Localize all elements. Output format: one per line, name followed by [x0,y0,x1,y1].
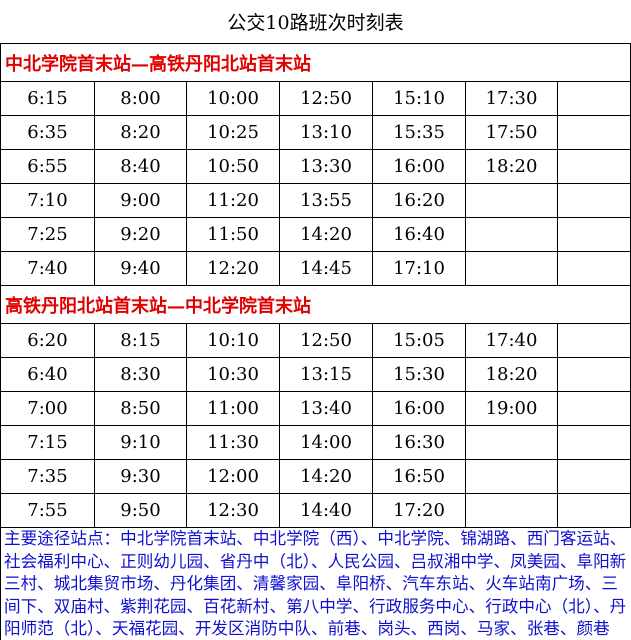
route-stops: 主要途径站点：中北学院首末站、中北学院（西）、中北学院、锦湖路、西门客运站、社会… [0,528,631,640]
time-cell: 16:50 [373,460,466,494]
time-cell: 15:30 [373,358,466,392]
time-cell [558,252,631,286]
time-cell [558,82,631,116]
time-cell: 8:15 [95,324,187,358]
time-cell: 8:00 [95,82,187,116]
time-cell: 9:00 [95,184,187,218]
time-cell: 19:00 [466,392,558,426]
section-heading: 高铁丹阳北站首末站—中北学院首末站 [0,286,631,324]
time-cell: 9:20 [95,218,187,252]
section-heading: 中北学院首末站—高铁丹阳北站首末站 [0,44,631,82]
time-cell: 11:50 [187,218,280,252]
time-cell [558,426,631,460]
time-cell: 17:30 [466,82,558,116]
time-cell: 14:20 [280,460,373,494]
time-cell: 9:50 [95,494,187,528]
time-cell: 14:40 [280,494,373,528]
time-cell: 17:40 [466,324,558,358]
time-cell: 12:00 [187,460,280,494]
time-cell [466,218,558,252]
time-cell [558,218,631,252]
time-cell [466,460,558,494]
time-cell: 10:00 [187,82,280,116]
time-cell: 15:10 [373,82,466,116]
time-cell: 18:20 [466,358,558,392]
time-cell [558,460,631,494]
time-cell: 16:30 [373,426,466,460]
time-cell: 6:40 [0,358,95,392]
time-cell: 7:10 [0,184,95,218]
time-cell: 11:20 [187,184,280,218]
time-cell: 8:40 [95,150,187,184]
time-cell [558,324,631,358]
time-cell: 15:35 [373,116,466,150]
time-cell: 9:30 [95,460,187,494]
time-cell: 13:55 [280,184,373,218]
time-cell: 13:40 [280,392,373,426]
time-cell: 16:00 [373,150,466,184]
time-cell: 7:15 [0,426,95,460]
time-cell: 12:50 [280,82,373,116]
time-cell: 10:25 [187,116,280,150]
time-cell: 13:15 [280,358,373,392]
time-cell: 17:50 [466,116,558,150]
time-cell: 12:20 [187,252,280,286]
time-cell: 8:20 [95,116,187,150]
time-cell: 8:30 [95,358,187,392]
time-cell: 17:10 [373,252,466,286]
time-cell: 6:15 [0,82,95,116]
time-cell: 8:50 [95,392,187,426]
time-cell: 7:25 [0,218,95,252]
time-cell: 11:00 [187,392,280,426]
time-cell [558,150,631,184]
time-cell: 6:55 [0,150,95,184]
time-cell [558,392,631,426]
time-cell: 10:50 [187,150,280,184]
time-cell [558,116,631,150]
time-cell: 9:10 [95,426,187,460]
time-cell: 11:30 [187,426,280,460]
time-cell: 10:30 [187,358,280,392]
time-cell: 6:35 [0,116,95,150]
time-cell [558,184,631,218]
time-cell [466,184,558,218]
time-cell: 7:00 [0,392,95,426]
time-cell: 14:00 [280,426,373,460]
time-cell: 7:35 [0,460,95,494]
time-cell: 12:50 [280,324,373,358]
time-cell: 14:45 [280,252,373,286]
time-cell: 16:40 [373,218,466,252]
time-cell: 7:40 [0,252,95,286]
time-cell: 16:00 [373,392,466,426]
time-cell [466,252,558,286]
time-cell: 10:10 [187,324,280,358]
time-cell: 7:55 [0,494,95,528]
time-cell [466,494,558,528]
time-cell [466,426,558,460]
time-cell: 17:20 [373,494,466,528]
time-cell [558,494,631,528]
time-cell [558,358,631,392]
time-cell: 6:20 [0,324,95,358]
time-cell: 16:20 [373,184,466,218]
time-cell: 14:20 [280,218,373,252]
time-cell: 13:30 [280,150,373,184]
time-cell: 9:40 [95,252,187,286]
time-cell: 13:10 [280,116,373,150]
time-cell: 18:20 [466,150,558,184]
time-cell: 12:30 [187,494,280,528]
title: 公交10路班次时刻表 [0,0,631,44]
time-cell: 15:05 [373,324,466,358]
